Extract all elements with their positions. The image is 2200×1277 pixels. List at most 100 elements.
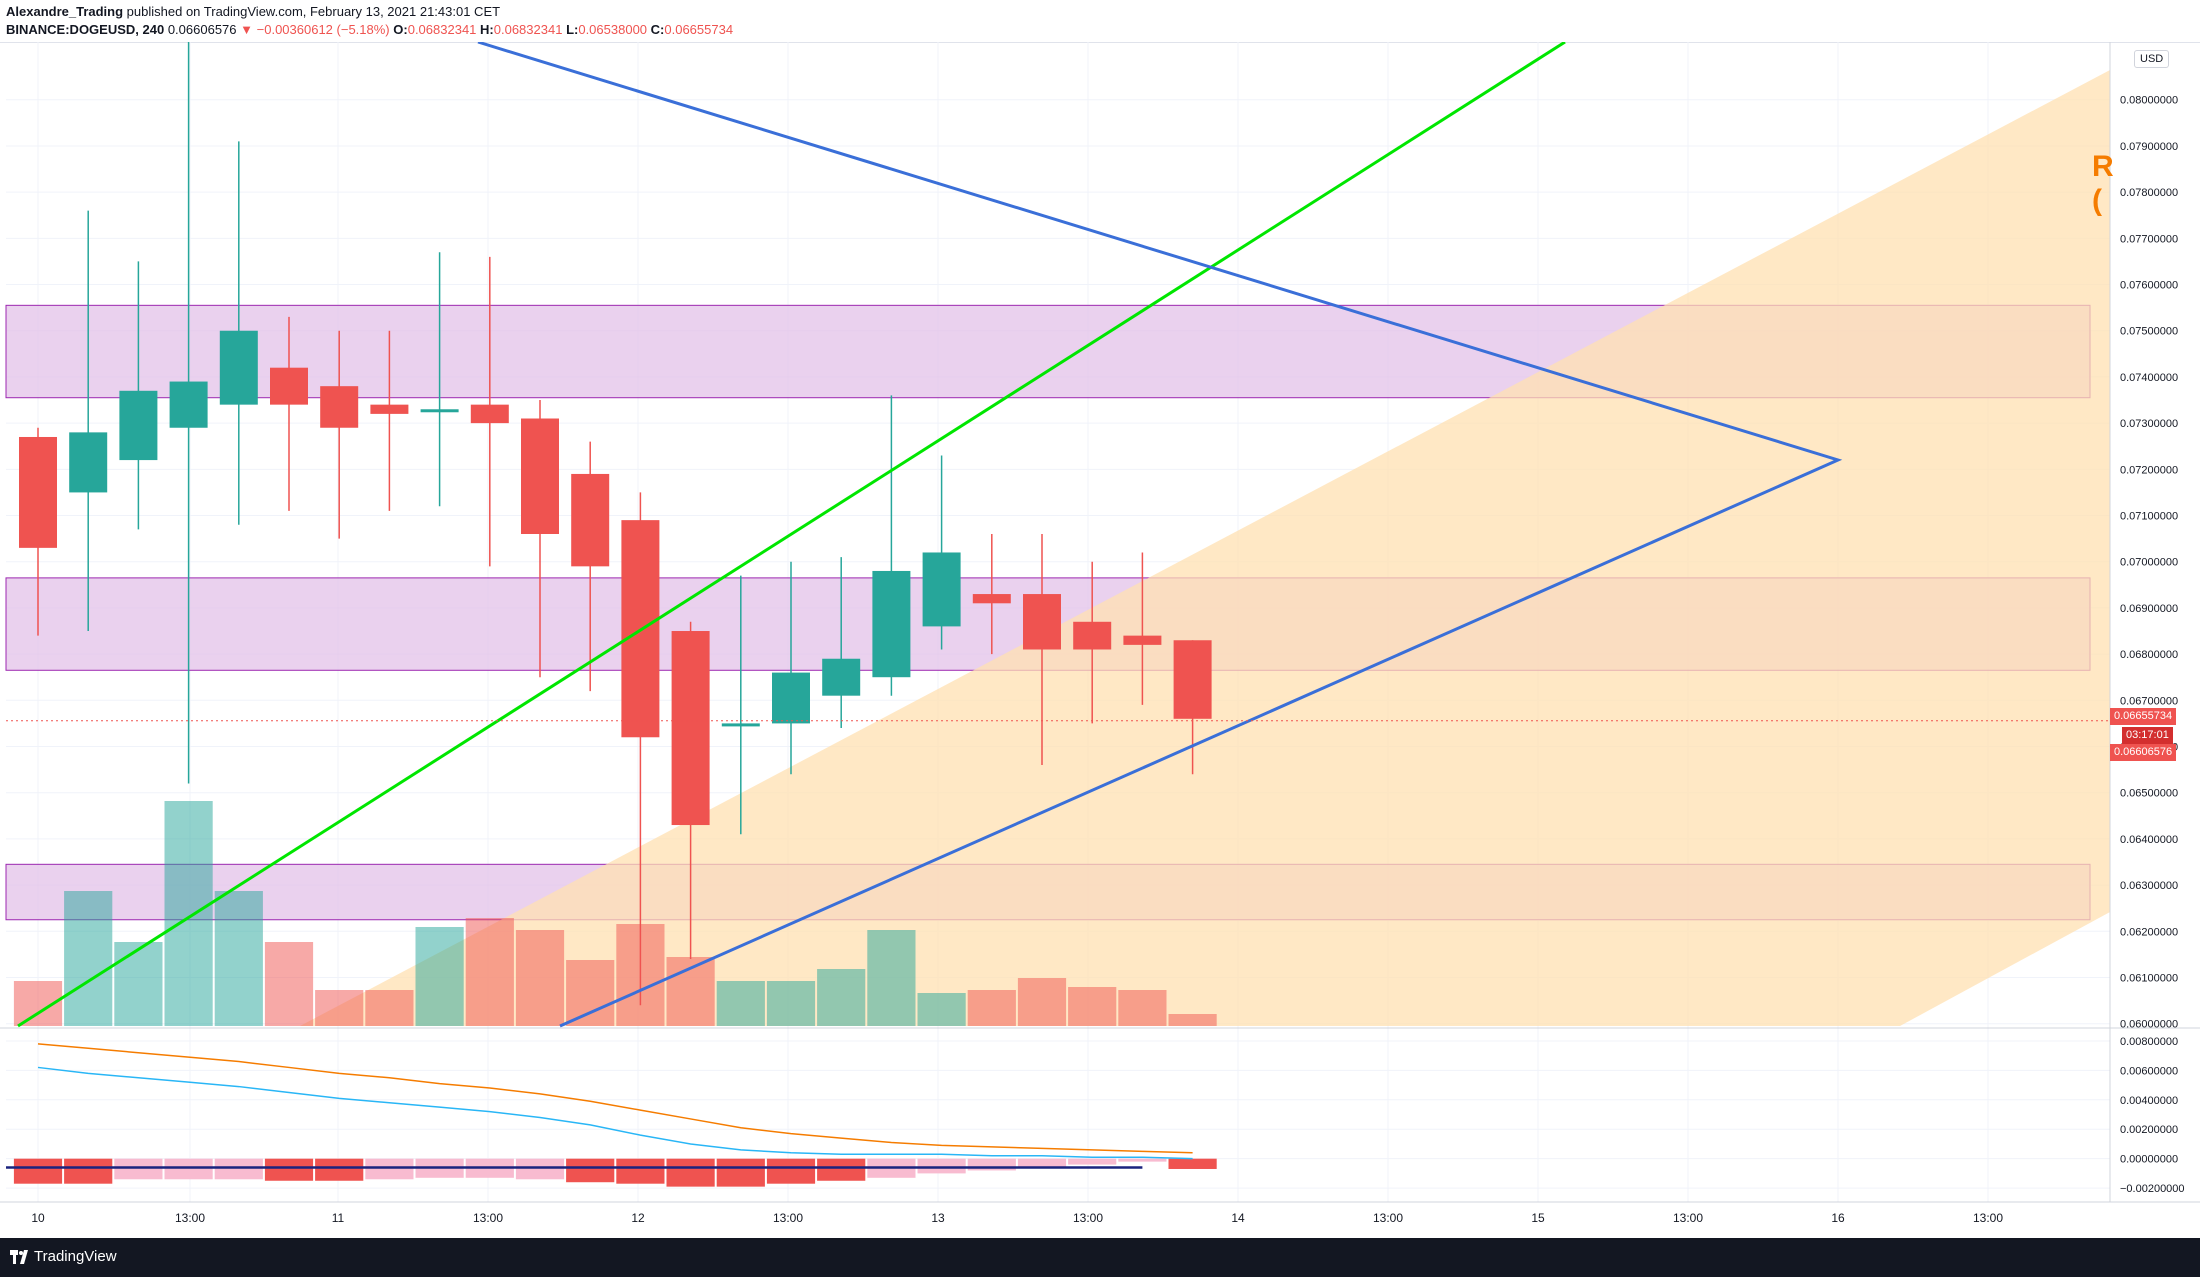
price-axis[interactable]: 0.08000000 0.07900000 0.07800000 0.07700000… xyxy=(0,42,2200,1203)
symbol-line: BINANCE:DOGEUSD, 240 0.06606576 ▼ −0.003… xyxy=(6,22,733,37)
osc-line-orange xyxy=(37,1043,1193,1154)
osc-tick-label: 0.00400000 xyxy=(2120,1095,2178,1107)
osc-histogram-bar xyxy=(264,1158,314,1181)
volume-bar xyxy=(415,927,464,1026)
time-tick-label: 13 xyxy=(931,1211,945,1225)
cropped-label-text: R xyxy=(2092,150,2114,183)
osc-histogram-bar xyxy=(766,1158,816,1184)
close-label: C: xyxy=(650,22,665,37)
candle-body xyxy=(1073,621,1112,650)
volume-bar xyxy=(114,942,163,1026)
price-tick-label: 0.06700000 xyxy=(2120,695,2178,707)
ascending-channel[interactable] xyxy=(300,70,2110,1026)
price-tick-label: 0.07500000 xyxy=(2120,326,2178,338)
last-price-tag: 0.06606576 xyxy=(2110,744,2177,761)
candle-body xyxy=(1023,594,1061,650)
countdown-tag: 03:17:01 xyxy=(2122,727,2173,744)
candle-body xyxy=(822,658,861,696)
volume-bar xyxy=(365,990,414,1026)
candle-body xyxy=(370,404,409,414)
green-trendline[interactable] xyxy=(17,42,1566,1028)
oscillator-pane: 0.00800000 0.00600000 0.00400000 0.00200000… xyxy=(6,1036,2185,1195)
price-tick-label: 0.08000000 xyxy=(2120,95,2178,107)
low-label: L: xyxy=(566,22,579,37)
time-tick-label: 13:00 xyxy=(1973,1211,2003,1225)
close-value: 0.06655734 xyxy=(664,22,734,37)
volume-bar xyxy=(164,801,213,1026)
osc-tick-label: 0.00000000 xyxy=(2120,1154,2178,1166)
volume-bars xyxy=(13,801,1217,1026)
chart-header: Alexandre_Trading published on TradingVi… xyxy=(0,0,2200,43)
volume-bar xyxy=(566,960,615,1026)
high-value: 0.06832341 xyxy=(493,22,563,37)
time-tick-label: 13:00 xyxy=(1073,1211,1103,1225)
footer-bar: TradingView xyxy=(0,1238,2200,1277)
volume-bar xyxy=(64,891,113,1026)
price-tick-label: 0.07800000 xyxy=(2120,187,2178,199)
price-chart[interactable]: 0.00800000 0.00600000 0.00400000 0.00200000… xyxy=(0,42,2200,1238)
price-tick-label: 0.06800000 xyxy=(2120,649,2178,661)
high-label: H: xyxy=(480,22,494,37)
time-tick-label: 10 xyxy=(31,1211,45,1225)
osc-histogram-bar xyxy=(566,1158,615,1183)
volume-bar xyxy=(716,981,765,1026)
osc-histogram-bar xyxy=(1168,1158,1217,1169)
candle-body xyxy=(1173,640,1212,719)
time-tick-label: 13:00 xyxy=(473,1211,503,1225)
candle-body xyxy=(772,672,810,724)
candle-body xyxy=(219,330,258,405)
osc-histogram-bar xyxy=(1017,1158,1067,1168)
candle-body xyxy=(169,381,208,428)
tradingview-logo[interactable]: TradingView xyxy=(10,1248,117,1265)
blue-triangle-lines[interactable] xyxy=(477,42,1843,1028)
price-tick-label: 0.06900000 xyxy=(2120,603,2178,615)
tradingview-logo-icon xyxy=(10,1249,28,1264)
price-tick-label: 0.07400000 xyxy=(2120,372,2178,384)
brand-name: TradingView xyxy=(34,1248,117,1265)
osc-tick-label: −0.00200000 xyxy=(2120,1183,2185,1195)
osc-histogram-bar xyxy=(214,1158,263,1180)
time-tick-label: 14 xyxy=(1231,1211,1245,1225)
price-tick-label: 0.07100000 xyxy=(2120,511,2178,523)
volume-bar xyxy=(917,993,966,1026)
volume-bar xyxy=(1168,1014,1217,1026)
price-tick-label: 0.07300000 xyxy=(2120,418,2178,430)
low-value: 0.06538000 xyxy=(578,22,648,37)
time-tick-label: 15 xyxy=(1531,1211,1545,1225)
candle-body xyxy=(19,436,57,548)
candle-body xyxy=(320,386,359,428)
osc-histogram-bar xyxy=(917,1158,966,1174)
volume-bar xyxy=(214,891,263,1026)
osc-histogram-bar xyxy=(616,1158,665,1184)
price-tick-label: 0.07700000 xyxy=(2120,233,2178,245)
price-tick-label: 0.06400000 xyxy=(2120,834,2178,846)
close-price-tag: 0.06655734 xyxy=(2110,708,2177,725)
time-axis[interactable]: 10 13:00 11 13:00 12 13:00 13 13:00 14 13:00 15 13:… xyxy=(31,1211,2003,1225)
published-text: published on TradingView.com, February 1… xyxy=(126,4,501,19)
down-arrow-icon: ▼ xyxy=(240,22,254,37)
candle-body xyxy=(671,631,710,826)
symbol-name[interactable]: BINANCE:DOGEUSD, 240 xyxy=(6,22,165,37)
candle-body xyxy=(470,404,509,424)
time-tick-label: 13:00 xyxy=(773,1211,803,1225)
volume-bar xyxy=(1017,978,1067,1026)
author-name[interactable]: Alexandre_Trading xyxy=(6,4,124,19)
candle-body xyxy=(972,594,1011,604)
currency-badge[interactable]: USD xyxy=(2134,50,2170,68)
time-tick-label: 16 xyxy=(1831,1211,1845,1225)
osc-histogram-bar xyxy=(716,1158,765,1187)
price-tick-label: 0.07000000 xyxy=(2120,557,2178,569)
osc-tick-label: 0.00800000 xyxy=(2120,1036,2178,1048)
osc-histogram-bar xyxy=(515,1158,565,1180)
candle-body xyxy=(721,723,760,727)
osc-tick-label: 0.00200000 xyxy=(2120,1124,2178,1136)
publish-line: Alexandre_Trading published on TradingVi… xyxy=(6,4,500,19)
candle-body xyxy=(420,409,459,413)
price-tick-label: 0.06000000 xyxy=(2120,1019,2178,1031)
volume-bar xyxy=(867,930,916,1026)
open-label: O: xyxy=(393,22,408,37)
candle-body xyxy=(872,570,911,678)
candle-body xyxy=(119,390,158,461)
cropped-label-text-2: ( xyxy=(2092,184,2102,217)
candle-body xyxy=(1123,635,1162,645)
